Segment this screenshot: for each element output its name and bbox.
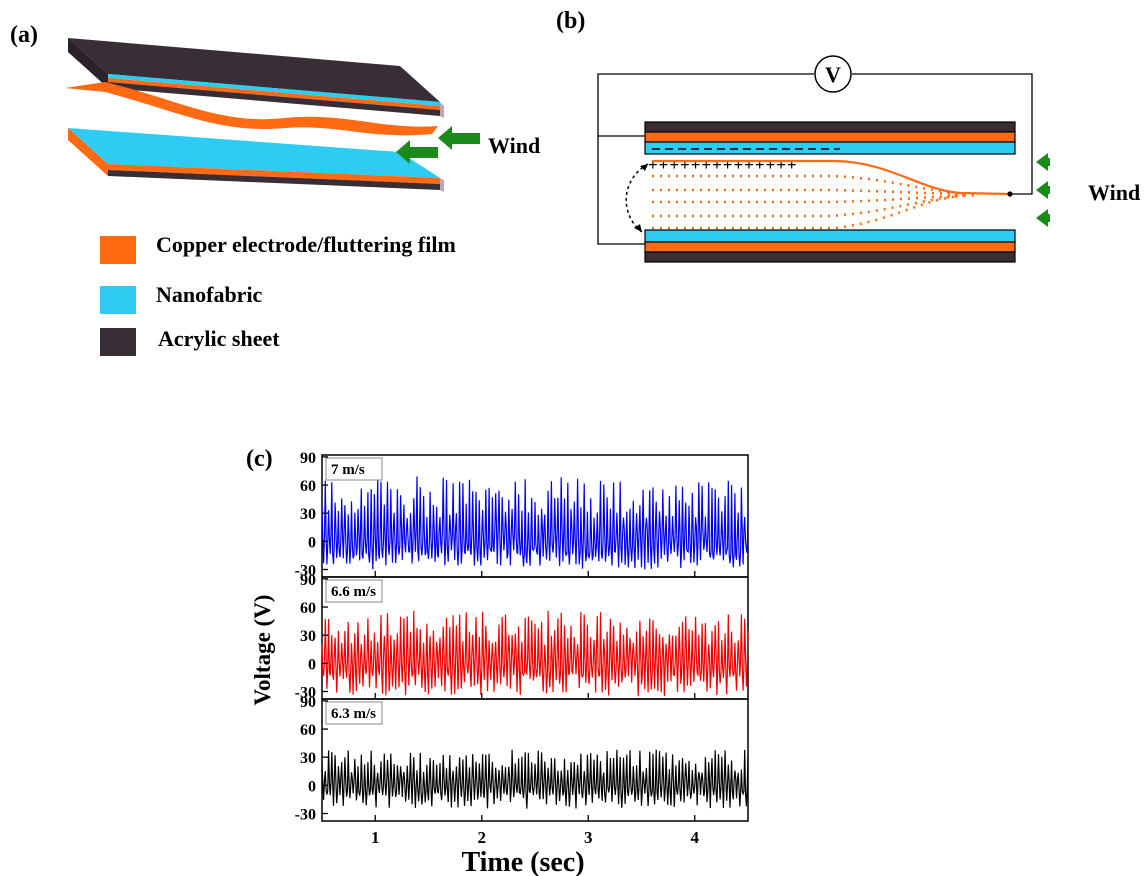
x-tick-label: 1 xyxy=(371,828,380,847)
legend-copper-swatch xyxy=(100,236,136,264)
panel-a-label: (a) xyxy=(10,22,38,48)
voltmeter-label: V xyxy=(825,62,841,87)
x-axis-label: Time (sec) xyxy=(461,847,584,876)
series-legend-label: 6.3 m/s xyxy=(331,706,376,722)
series-legend-box xyxy=(325,457,383,481)
bottom-plate xyxy=(68,128,444,192)
film-dotted-positions xyxy=(652,174,981,230)
panel-b-label: (b) xyxy=(556,8,586,34)
x-tick-label: 4 xyxy=(691,828,700,847)
voltmeter-icon: V xyxy=(814,55,852,93)
series-legend-label: 7 m/s xyxy=(331,462,365,478)
y-tick-label: 60 xyxy=(300,600,316,617)
legend-copper-label: Copper electrode/fluttering film xyxy=(156,232,456,257)
circuit-wires xyxy=(597,73,1033,245)
panel-b-wind-arrows xyxy=(1036,153,1050,227)
y-tick-label: -30 xyxy=(295,806,316,823)
film-solid xyxy=(652,159,1011,196)
legend-acrylic-swatch xyxy=(100,328,136,356)
wind-arrows xyxy=(396,126,480,164)
y-tick-label: 60 xyxy=(300,478,316,495)
y-tick-label: -30 xyxy=(295,684,316,701)
y-tick-label: 30 xyxy=(300,750,316,767)
y-tick-label: 90 xyxy=(300,572,316,589)
series-legend-label: 6.6 m/s xyxy=(331,584,376,600)
panel-c-label: (c) xyxy=(246,446,273,472)
top-plate xyxy=(68,38,444,118)
panel-a-wind-label: Wind xyxy=(488,133,541,158)
series-line xyxy=(321,476,749,570)
panel-b-circuit-schematic: V ++++++++++++++ xyxy=(597,55,1050,263)
fluttering-film xyxy=(65,82,438,136)
series-legend-box xyxy=(325,579,383,603)
y-tick-label: 60 xyxy=(300,722,316,739)
bottom-electrode-stack xyxy=(644,229,1016,263)
y-axis-label: Voltage (V) xyxy=(250,595,275,706)
y-tick-label: 30 xyxy=(300,628,316,645)
film-anchor-point xyxy=(1007,191,1013,197)
series-legend-box xyxy=(325,701,383,725)
legend-acrylic-label: Acrylic sheet xyxy=(158,326,280,351)
panel-b-wind-label: Wind xyxy=(1088,180,1141,205)
y-tick-label: -30 xyxy=(295,562,316,579)
legend-nanofabric-swatch xyxy=(100,286,136,314)
oscillation-arrowhead-bottom xyxy=(634,224,642,232)
panel-a-device-illustration xyxy=(65,38,480,192)
x-tick-label: 2 xyxy=(478,828,487,847)
series-line xyxy=(321,610,749,697)
oscillation-arrow xyxy=(625,163,649,233)
y-tick-label: 0 xyxy=(308,778,316,795)
x-tick-label: 3 xyxy=(584,828,593,847)
y-tick-label: 0 xyxy=(308,534,316,551)
positive-charges: ++++++++++++++ xyxy=(648,155,798,174)
y-tick-label: 0 xyxy=(308,656,316,673)
subplot-frame xyxy=(321,698,749,822)
oscillation-arrowhead-top xyxy=(640,164,648,171)
y-tick-label: 90 xyxy=(300,450,316,467)
series-line xyxy=(321,749,749,809)
top-electrode-stack xyxy=(644,121,1016,155)
legend-nanofabric-label: Nanofabric xyxy=(156,282,263,307)
y-tick-label: 90 xyxy=(300,694,316,711)
y-tick-label: 30 xyxy=(300,506,316,523)
